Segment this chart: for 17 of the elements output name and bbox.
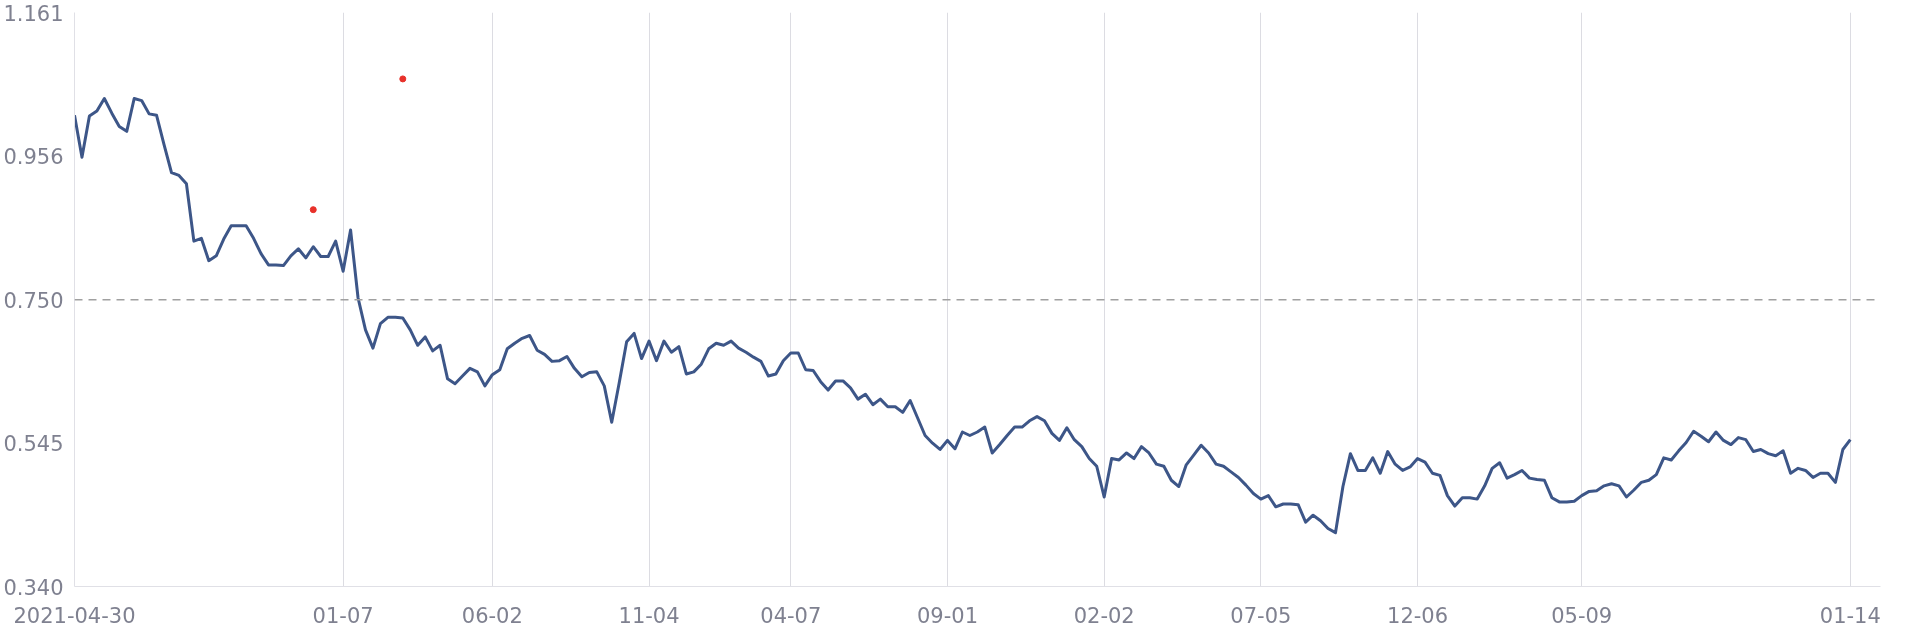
x-tick-label: 06-02	[461, 603, 523, 628]
y-tick-label: 0.545	[3, 432, 64, 457]
x-tick-label: 12-06	[1387, 603, 1449, 628]
y-tick-label: 0.956	[3, 144, 64, 169]
x-tick-label: 11-04	[618, 603, 680, 628]
x-tick-label: 09-01	[916, 603, 978, 628]
x-tick-label: 01-07	[312, 603, 374, 628]
x-tick-label: 02-02	[1073, 603, 1135, 628]
y-tick-label: 0.750	[3, 288, 64, 313]
x-tick-label: 04-07	[760, 603, 822, 628]
y-tick-label: 0.340	[3, 575, 64, 600]
x-tick-label: 01-14	[1819, 603, 1881, 628]
x-tick-label: 07-05	[1230, 603, 1292, 628]
line-series	[74, 97, 1852, 535]
x-tick-label: 2021-04-30	[13, 603, 136, 628]
x-tick-label: 05-09	[1551, 603, 1613, 628]
y-tick-label: 1.161	[3, 1, 64, 26]
